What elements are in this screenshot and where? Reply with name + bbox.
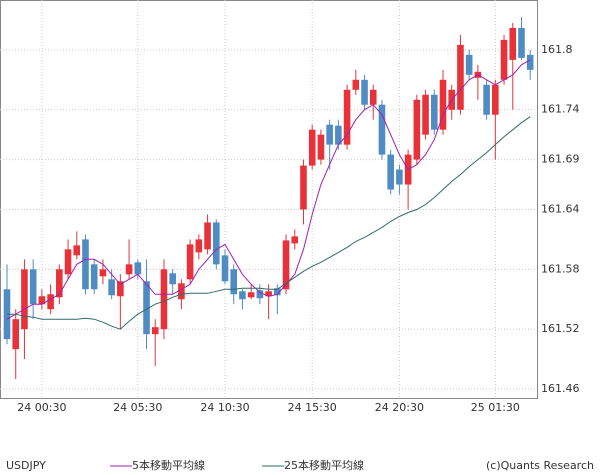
ma-line [7, 116, 531, 330]
candle-body [335, 125, 342, 145]
y-tick-label: 161.64 [541, 202, 580, 215]
x-tick-label: 24 10:30 [200, 401, 249, 414]
candle-body [317, 134, 325, 160]
y-tick-label: 161.52 [541, 322, 580, 335]
candle-body [413, 99, 421, 160]
candle-body [195, 239, 203, 253]
candle-body [221, 255, 229, 282]
candle-body [465, 54, 473, 75]
candle-body [526, 54, 534, 70]
ma-line [6, 59, 531, 320]
candle-body [230, 269, 238, 295]
x-tick-label: 24 15:30 [288, 401, 337, 414]
x-tick-label: 25 01:30 [471, 401, 520, 414]
candle-body [134, 262, 142, 275]
y-tick-label: 161.74 [541, 103, 580, 116]
candle-body [265, 291, 272, 297]
candle-body [492, 84, 499, 115]
candle-body [186, 244, 194, 280]
plot-area [0, 0, 538, 399]
candle-body [343, 89, 351, 145]
legend-label: 25本移動平均線 [284, 458, 364, 472]
candle-body [64, 249, 72, 275]
candle-body [47, 294, 54, 310]
candle-body [308, 129, 316, 166]
candle-body [38, 296, 46, 305]
candle-body [117, 281, 124, 297]
x-tick-label: 24 00:30 [17, 401, 66, 414]
candle-body [90, 264, 98, 290]
candle-body [518, 27, 525, 58]
legend-label: 5本移動平均線 [132, 458, 205, 472]
candle-body [99, 269, 107, 277]
candle-body [483, 84, 490, 115]
x-tick-label: 24 20:30 [375, 401, 424, 414]
candle-body [387, 154, 394, 190]
candle-body [457, 44, 464, 110]
candle-body [108, 279, 115, 296]
y-tick-label: 161.8 [541, 43, 573, 56]
candle-body [21, 269, 28, 330]
candle-body [396, 169, 403, 185]
candle-body [125, 264, 133, 275]
candle-body [369, 89, 377, 105]
candle-body [439, 79, 447, 130]
y-tick-label: 161.58 [541, 262, 580, 275]
candle-body [160, 269, 168, 330]
candle-body [352, 79, 360, 90]
candle-body [247, 292, 255, 298]
candle-body [256, 290, 264, 299]
credit: (c)Quants Research [486, 459, 594, 472]
candle-body [291, 236, 299, 244]
candle-body [143, 281, 150, 335]
candle-body [326, 124, 333, 145]
candle-body [151, 327, 159, 335]
candle-body [500, 39, 508, 80]
candle-body [239, 291, 246, 300]
candle-body [378, 104, 386, 155]
candle-body [178, 283, 185, 300]
x-tick-label: 24 05:30 [113, 401, 162, 414]
candle-body [361, 79, 368, 105]
candle-body [29, 269, 37, 305]
candle-body [204, 222, 211, 250]
y-tick-label: 161.69 [541, 153, 580, 166]
candle-body [73, 245, 81, 256]
candle-body [430, 94, 438, 130]
candle-body [282, 240, 290, 290]
candle-body [169, 273, 176, 285]
y-tick-label: 161.46 [541, 382, 580, 395]
candle-body [56, 269, 63, 298]
candle-body [422, 94, 429, 135]
candle-body [300, 165, 307, 210]
candle-body [12, 319, 20, 350]
candle-body [274, 288, 281, 296]
candle-body [82, 239, 89, 290]
chart-title: USDJPY [6, 459, 46, 472]
candle-body [509, 27, 517, 60]
candle-body [212, 222, 220, 265]
